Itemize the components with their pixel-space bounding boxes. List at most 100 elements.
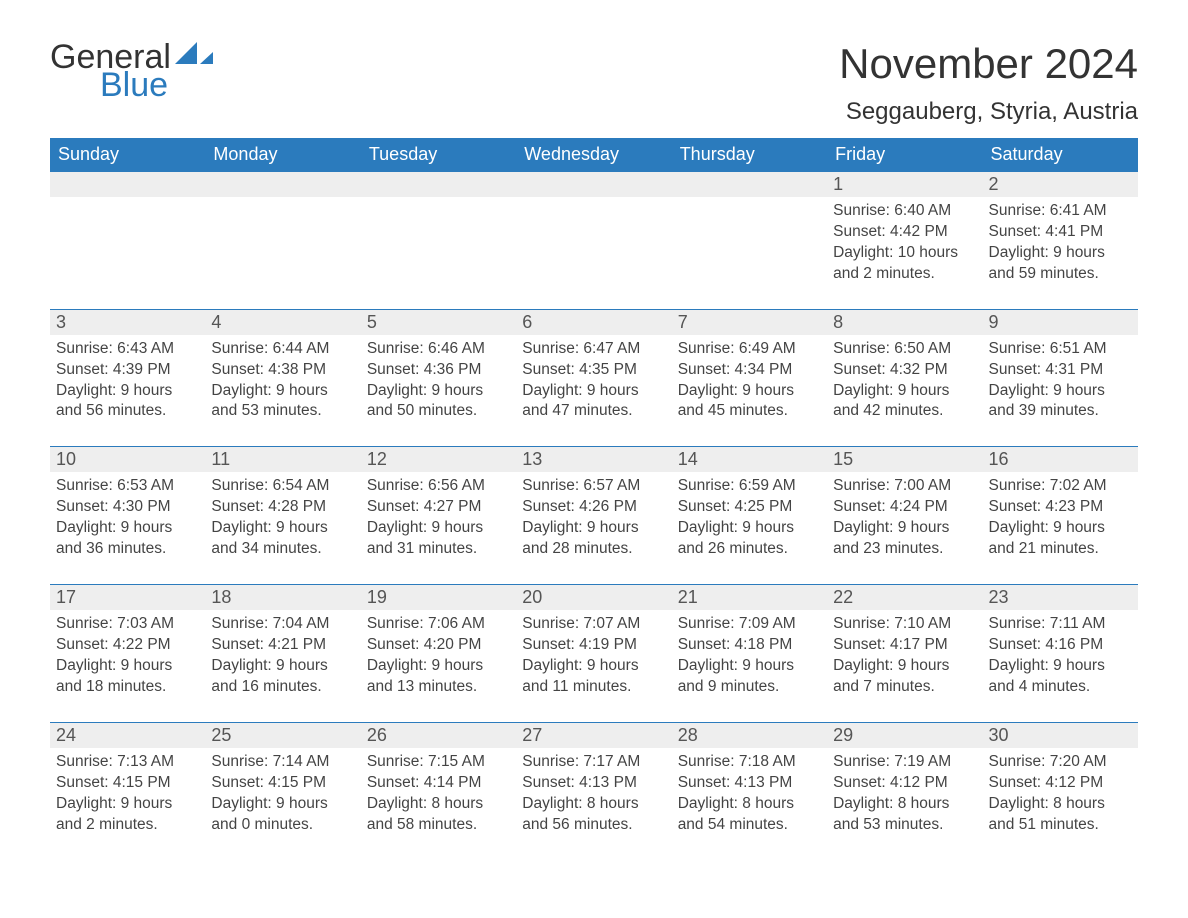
day-number: 10 — [50, 447, 205, 472]
day-details: Sunrise: 7:19 AMSunset: 4:12 PMDaylight:… — [827, 748, 982, 860]
sunset-line: Sunset: 4:19 PM — [522, 635, 665, 656]
calendar-week-row: 1Sunrise: 6:40 AMSunset: 4:42 PMDaylight… — [50, 172, 1138, 310]
calendar-week-row: 17Sunrise: 7:03 AMSunset: 4:22 PMDayligh… — [50, 585, 1138, 723]
day-details: Sunrise: 6:57 AMSunset: 4:26 PMDaylight:… — [516, 472, 671, 584]
weekday-header: Sunday — [50, 138, 205, 172]
calendar-day-cell: 20Sunrise: 7:07 AMSunset: 4:19 PMDayligh… — [516, 585, 671, 723]
sunrise-line: Sunrise: 6:41 AM — [989, 201, 1132, 222]
day-number: 25 — [205, 723, 360, 748]
sunrise-line: Sunrise: 6:54 AM — [211, 476, 354, 497]
day-number — [361, 172, 516, 197]
day-number — [205, 172, 360, 197]
weekday-header: Monday — [205, 138, 360, 172]
daylight-line: Daylight: 8 hours and 58 minutes. — [367, 794, 510, 836]
day-details — [205, 197, 360, 277]
sunrise-line: Sunrise: 6:43 AM — [56, 339, 199, 360]
sunrise-line: Sunrise: 6:51 AM — [989, 339, 1132, 360]
sunset-line: Sunset: 4:23 PM — [989, 497, 1132, 518]
day-details: Sunrise: 7:09 AMSunset: 4:18 PMDaylight:… — [672, 610, 827, 722]
sunset-line: Sunset: 4:42 PM — [833, 222, 976, 243]
day-details: Sunrise: 6:51 AMSunset: 4:31 PMDaylight:… — [983, 335, 1138, 447]
daylight-line: Daylight: 9 hours and 16 minutes. — [211, 656, 354, 698]
weekday-header: Saturday — [983, 138, 1138, 172]
day-number: 9 — [983, 310, 1138, 335]
day-number: 12 — [361, 447, 516, 472]
calendar-day-cell — [672, 172, 827, 310]
day-number: 2 — [983, 172, 1138, 197]
daylight-line: Daylight: 9 hours and 56 minutes. — [56, 381, 199, 423]
sunset-line: Sunset: 4:36 PM — [367, 360, 510, 381]
day-number — [50, 172, 205, 197]
sail-icon — [175, 40, 213, 71]
sunrise-line: Sunrise: 6:50 AM — [833, 339, 976, 360]
sunrise-line: Sunrise: 7:20 AM — [989, 752, 1132, 773]
daylight-line: Daylight: 9 hours and 18 minutes. — [56, 656, 199, 698]
calendar-table: Sunday Monday Tuesday Wednesday Thursday… — [50, 138, 1138, 859]
day-details: Sunrise: 7:20 AMSunset: 4:12 PMDaylight:… — [983, 748, 1138, 860]
sunset-line: Sunset: 4:32 PM — [833, 360, 976, 381]
day-number: 4 — [205, 310, 360, 335]
calendar-day-cell: 29Sunrise: 7:19 AMSunset: 4:12 PMDayligh… — [827, 722, 982, 859]
day-number — [672, 172, 827, 197]
daylight-line: Daylight: 8 hours and 54 minutes. — [678, 794, 821, 836]
sunrise-line: Sunrise: 6:57 AM — [522, 476, 665, 497]
day-details: Sunrise: 7:00 AMSunset: 4:24 PMDaylight:… — [827, 472, 982, 584]
calendar-day-cell: 17Sunrise: 7:03 AMSunset: 4:22 PMDayligh… — [50, 585, 205, 723]
day-number: 24 — [50, 723, 205, 748]
day-details: Sunrise: 7:10 AMSunset: 4:17 PMDaylight:… — [827, 610, 982, 722]
header: General Blue November 2024 Seggauberg, S… — [50, 40, 1138, 126]
day-details: Sunrise: 7:07 AMSunset: 4:19 PMDaylight:… — [516, 610, 671, 722]
day-details: Sunrise: 6:43 AMSunset: 4:39 PMDaylight:… — [50, 335, 205, 447]
day-details: Sunrise: 7:15 AMSunset: 4:14 PMDaylight:… — [361, 748, 516, 860]
calendar-day-cell: 3Sunrise: 6:43 AMSunset: 4:39 PMDaylight… — [50, 309, 205, 447]
day-number: 3 — [50, 310, 205, 335]
daylight-line: Daylight: 9 hours and 0 minutes. — [211, 794, 354, 836]
daylight-line: Daylight: 9 hours and 53 minutes. — [211, 381, 354, 423]
sunset-line: Sunset: 4:28 PM — [211, 497, 354, 518]
sunrise-line: Sunrise: 6:53 AM — [56, 476, 199, 497]
daylight-line: Daylight: 9 hours and 34 minutes. — [211, 518, 354, 560]
sunrise-line: Sunrise: 6:59 AM — [678, 476, 821, 497]
calendar-day-cell — [205, 172, 360, 310]
calendar-day-cell: 25Sunrise: 7:14 AMSunset: 4:15 PMDayligh… — [205, 722, 360, 859]
weekday-header: Wednesday — [516, 138, 671, 172]
sunset-line: Sunset: 4:16 PM — [989, 635, 1132, 656]
day-number: 26 — [361, 723, 516, 748]
day-number: 14 — [672, 447, 827, 472]
title-block: November 2024 Seggauberg, Styria, Austri… — [839, 40, 1138, 126]
day-number: 11 — [205, 447, 360, 472]
sunrise-line: Sunrise: 7:03 AM — [56, 614, 199, 635]
calendar-day-cell — [50, 172, 205, 310]
calendar-day-cell: 23Sunrise: 7:11 AMSunset: 4:16 PMDayligh… — [983, 585, 1138, 723]
sunrise-line: Sunrise: 6:56 AM — [367, 476, 510, 497]
daylight-line: Daylight: 9 hours and 23 minutes. — [833, 518, 976, 560]
daylight-line: Daylight: 9 hours and 50 minutes. — [367, 381, 510, 423]
sunrise-line: Sunrise: 6:40 AM — [833, 201, 976, 222]
daylight-line: Daylight: 9 hours and 28 minutes. — [522, 518, 665, 560]
day-number: 13 — [516, 447, 671, 472]
day-number: 16 — [983, 447, 1138, 472]
sunset-line: Sunset: 4:22 PM — [56, 635, 199, 656]
day-details: Sunrise: 7:11 AMSunset: 4:16 PMDaylight:… — [983, 610, 1138, 722]
sunset-line: Sunset: 4:17 PM — [833, 635, 976, 656]
daylight-line: Daylight: 9 hours and 7 minutes. — [833, 656, 976, 698]
calendar-day-cell: 22Sunrise: 7:10 AMSunset: 4:17 PMDayligh… — [827, 585, 982, 723]
sunrise-line: Sunrise: 7:15 AM — [367, 752, 510, 773]
day-number: 6 — [516, 310, 671, 335]
day-number — [516, 172, 671, 197]
daylight-line: Daylight: 10 hours and 2 minutes. — [833, 243, 976, 285]
day-number: 19 — [361, 585, 516, 610]
calendar-day-cell: 13Sunrise: 6:57 AMSunset: 4:26 PMDayligh… — [516, 447, 671, 585]
sunset-line: Sunset: 4:12 PM — [833, 773, 976, 794]
sunrise-line: Sunrise: 6:47 AM — [522, 339, 665, 360]
daylight-line: Daylight: 9 hours and 21 minutes. — [989, 518, 1132, 560]
day-details: Sunrise: 7:04 AMSunset: 4:21 PMDaylight:… — [205, 610, 360, 722]
sunrise-line: Sunrise: 7:04 AM — [211, 614, 354, 635]
daylight-line: Daylight: 9 hours and 59 minutes. — [989, 243, 1132, 285]
calendar-day-cell: 27Sunrise: 7:17 AMSunset: 4:13 PMDayligh… — [516, 722, 671, 859]
sunset-line: Sunset: 4:27 PM — [367, 497, 510, 518]
day-number: 27 — [516, 723, 671, 748]
sunrise-line: Sunrise: 7:17 AM — [522, 752, 665, 773]
day-details — [361, 197, 516, 277]
sunrise-line: Sunrise: 6:46 AM — [367, 339, 510, 360]
